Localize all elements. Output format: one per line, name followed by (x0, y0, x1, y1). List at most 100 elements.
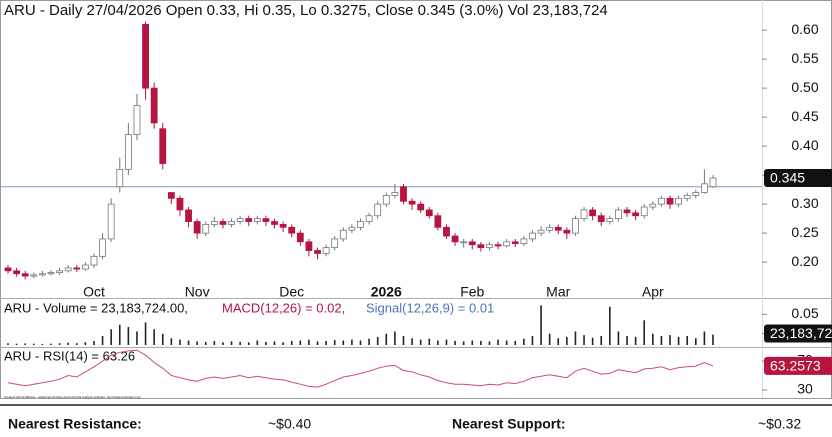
candle-body (640, 206, 648, 217)
candle-body (683, 195, 691, 199)
volume-tag-box (764, 324, 832, 343)
candle-body (193, 221, 201, 234)
candle-body (107, 203, 115, 240)
candle-body (606, 218, 614, 222)
signal-title: Signal(12,26,9) = 0.01 (366, 300, 494, 315)
frame (0, 0, 832, 399)
candle-body (443, 226, 450, 237)
x-tick-label: 2026 (371, 284, 402, 300)
credit: Created with AmiBroker - advanced charti… (4, 395, 142, 399)
candle-body (658, 197, 665, 205)
candle-body (99, 238, 106, 257)
candle-body (374, 203, 382, 217)
candle-body (425, 209, 433, 217)
candle-body (210, 221, 218, 225)
candle-body (615, 209, 622, 220)
candle-body (73, 267, 81, 270)
x-tick-label: Feb (460, 284, 484, 300)
candle-body (13, 270, 20, 275)
x-tick-label: Mar (546, 284, 570, 300)
candle-body (21, 273, 29, 277)
candle-body (649, 203, 657, 208)
candle-body (434, 215, 442, 228)
candle-body (64, 267, 72, 272)
y-tick-label: 0.40 (791, 137, 818, 153)
candle-body (365, 215, 373, 222)
candle-body (529, 232, 536, 240)
candle-body (572, 218, 579, 234)
resistance-label: Nearest Resistance: (8, 416, 142, 432)
candle-body (124, 134, 132, 170)
candle-body (348, 226, 356, 231)
candle-body (477, 244, 485, 249)
volume-tag-text: 23,183,724 (770, 325, 832, 341)
candle-body (90, 255, 98, 266)
candle-body (202, 224, 210, 234)
candle-body (331, 238, 339, 249)
candle-body (47, 272, 55, 275)
candle-body (167, 192, 175, 199)
x-tick-label: Nov (185, 284, 210, 300)
candle-body (4, 267, 12, 272)
candle-body (417, 203, 425, 211)
price-tag-box (764, 169, 832, 188)
candle-body (288, 226, 296, 234)
y-tick-label: 0.55 (791, 50, 818, 66)
candle-body (468, 241, 476, 246)
candle-body (159, 128, 167, 164)
candle-body (589, 209, 597, 217)
candle-body (228, 221, 235, 225)
x-tick-label: Oct (83, 284, 105, 300)
candle-body (554, 226, 562, 231)
support-value: ~$0.32 (758, 416, 801, 432)
candle-body (546, 226, 554, 231)
resistance-value: ~$0.40 (268, 416, 311, 432)
candle-body (460, 241, 468, 244)
candle-body (176, 197, 184, 211)
candle-body (357, 221, 364, 228)
candle-body (701, 183, 708, 193)
price-tag-text: 0.345 (770, 170, 805, 186)
candle-body (709, 177, 717, 188)
candle-body (623, 209, 631, 214)
candle-body (38, 273, 46, 276)
candle-body (245, 218, 253, 222)
candle-body (451, 235, 459, 243)
candle-body (537, 229, 545, 234)
y-tick-label: 0.20 (791, 253, 818, 269)
candle-body (391, 192, 399, 196)
candle-body (81, 264, 89, 270)
candle-body (56, 270, 63, 273)
candle-body (563, 229, 571, 234)
candle-body (253, 218, 261, 222)
candle-body (666, 197, 674, 205)
candle-body (314, 250, 321, 254)
candle-body (486, 244, 493, 249)
y-tick-label: 30 (797, 381, 813, 397)
candle-body (185, 209, 192, 222)
candle-body (503, 241, 511, 247)
candle-body (511, 241, 519, 244)
candle-body (116, 168, 124, 188)
candle-body (408, 200, 416, 205)
support-label: Nearest Support: (452, 416, 566, 432)
rsi-line (7, 349, 714, 388)
candle-body (494, 244, 502, 247)
candle-body (133, 105, 141, 135)
x-tick-label: Dec (279, 284, 304, 300)
candle-body (219, 221, 227, 225)
candle-body (150, 87, 158, 124)
candle-body (339, 229, 347, 240)
candle-body (632, 212, 640, 217)
candle-body (675, 197, 683, 205)
y-tick-label: 0.50 (791, 79, 818, 95)
volume-title: ARU - Volume = 23,183,724.00, (4, 300, 188, 315)
candle-body (296, 232, 304, 243)
rsi-tag-text: 63.2573 (770, 358, 821, 374)
candle-body (271, 221, 278, 225)
candle-body (520, 238, 528, 244)
candle-body (400, 186, 407, 202)
y-tick-label: 0.30 (791, 195, 818, 211)
candle-body (382, 195, 390, 205)
